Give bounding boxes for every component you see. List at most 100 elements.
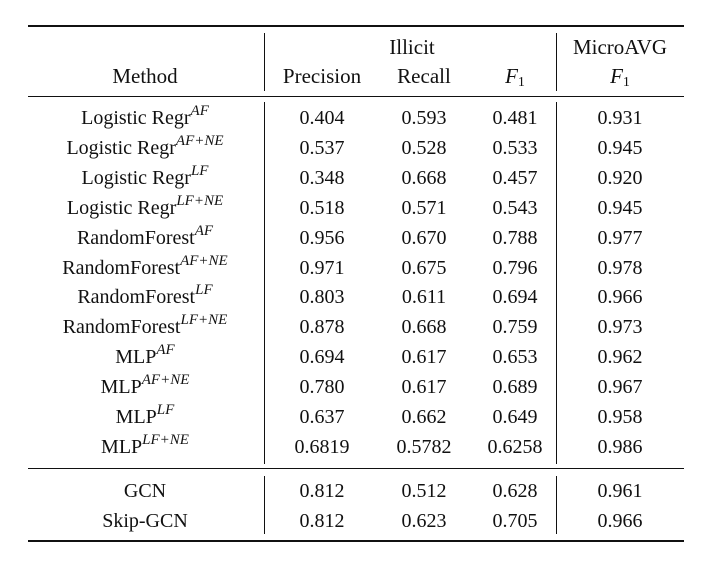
f1-cell: 0.705 [492,510,538,532]
micro-f1-cell: 0.962 [597,346,643,369]
top-rule [28,25,684,27]
method-name: RandomForest [62,256,181,279]
micro-f1-cell: 0.958 [597,406,643,428]
micro-f1-cell: 0.973 [597,316,643,339]
feature-superscript: LF+NE [142,431,189,448]
method-cell: MLPAF+NE [28,373,262,401]
method-cell: MLPLF+NE [28,431,262,461]
f1-cell: 0.796 [492,256,538,279]
method-name: MLP [100,376,142,399]
recall-cell: 0.512 [401,480,447,502]
feature-superscript: AF [156,342,175,359]
micro-f1-header: F1 [610,64,630,90]
micro-divider [556,102,557,464]
method-cell: RandomForestLF [28,283,262,311]
group-rule [28,468,684,469]
feature-superscript: LF [195,282,213,299]
f1-cell: 0.533 [492,136,538,159]
feature-superscript: AF+NE [141,372,190,389]
f1-cell: 0.653 [492,346,538,369]
illicit-header: Illicit [389,35,435,59]
feature-superscript: LF+NE [180,312,228,329]
recall-cell: 0.675 [401,256,447,279]
precision-cell: 0.803 [299,286,345,309]
method-cell: RandomForestLF+NE [28,313,262,341]
method-divider [264,33,265,91]
micro-f1-cell: 0.961 [597,480,643,502]
precision-cell: 0.348 [299,166,345,189]
precision-cell: 0.971 [299,256,345,279]
method-name: Logistic Regr [66,196,177,219]
recall-cell: 0.617 [401,376,447,399]
method-name: MLP [115,406,157,428]
f1-cell: 0.788 [492,226,538,249]
method-name: RandomForest [62,316,181,339]
precision-cell: 0.637 [299,406,345,428]
micro-f1-cell: 0.966 [597,286,643,309]
precision-header: Precision [282,64,362,88]
method-name: MLP [115,346,157,369]
feature-superscript: AF [194,222,214,239]
feature-superscript: LF+NE [176,192,224,209]
micro-f1-cell: 0.931 [597,107,643,129]
micro-f1-cell: 0.920 [597,166,643,189]
method-cell: MLPLF [28,403,262,431]
precision-cell: 0.780 [299,376,345,399]
recall-cell: 0.670 [401,226,447,249]
feature-superscript: LF [156,402,175,418]
recall-cell: 0.668 [401,166,447,189]
recall-header: Recall [397,64,451,88]
method-cell: Logistic RegrLF+NE [28,192,262,222]
method-cell: RandomForestAF [28,222,262,252]
f1-cell: 0.628 [492,480,538,502]
method-name: Logistic Regr [66,136,176,159]
f1-cell: 0.759 [492,316,538,339]
method-name: Logistic Regr [81,166,191,189]
micro-f1-cell: 0.977 [597,226,643,249]
method-cell: Logistic RegrAF [28,104,262,132]
micro-f1-cell: 0.945 [597,196,643,219]
feature-superscript: AF [190,103,209,119]
recall-cell: 0.571 [401,196,447,219]
method-name: MLP [101,435,143,458]
feature-superscript: AF+NE [175,132,224,149]
method-header: Method [112,64,178,88]
recall-cell: 0.5782 [396,435,452,458]
precision-cell: 0.404 [299,107,345,129]
f1-cell: 0.689 [492,376,538,399]
method-cell: Logistic RegrAF+NE [28,132,262,162]
method-cell: RandomForestAF+NE [28,252,262,282]
method-cell: Logistic RegrLF [28,163,262,192]
method-cell: GCN [123,480,167,502]
precision-cell: 0.518 [299,196,345,219]
precision-cell: 0.6819 [294,435,350,458]
recall-cell: 0.617 [401,346,447,369]
micro-f1-cell: 0.967 [597,376,643,399]
method-divider [264,102,265,464]
method-cell: MLPAF [28,343,262,371]
precision-cell: 0.537 [299,136,345,159]
header-rule [28,96,684,97]
f1-cell: 0.481 [492,107,538,129]
recall-cell: 0.668 [401,316,447,339]
f1-cell: 0.6258 [487,435,543,458]
f1-cell: 0.694 [492,286,538,309]
microavg-header: MicroAVG [572,35,668,59]
precision-cell: 0.956 [299,226,345,249]
method-name: RandomForest [77,286,196,309]
precision-cell: 0.812 [299,510,345,532]
precision-cell: 0.812 [299,480,345,502]
micro-f1-cell: 0.945 [597,136,643,159]
recall-cell: 0.611 [401,286,447,309]
recall-cell: 0.623 [401,510,447,532]
method-cell: Skip-GCN [102,510,188,532]
recall-cell: 0.662 [401,406,447,428]
recall-cell: 0.593 [401,107,447,129]
bottom-rule [28,540,684,542]
method-name: RandomForest [76,226,195,249]
recall-cell: 0.528 [401,136,447,159]
micro-divider [556,476,557,534]
micro-f1-cell: 0.966 [597,510,643,532]
feature-superscript: AF+NE [180,252,228,269]
